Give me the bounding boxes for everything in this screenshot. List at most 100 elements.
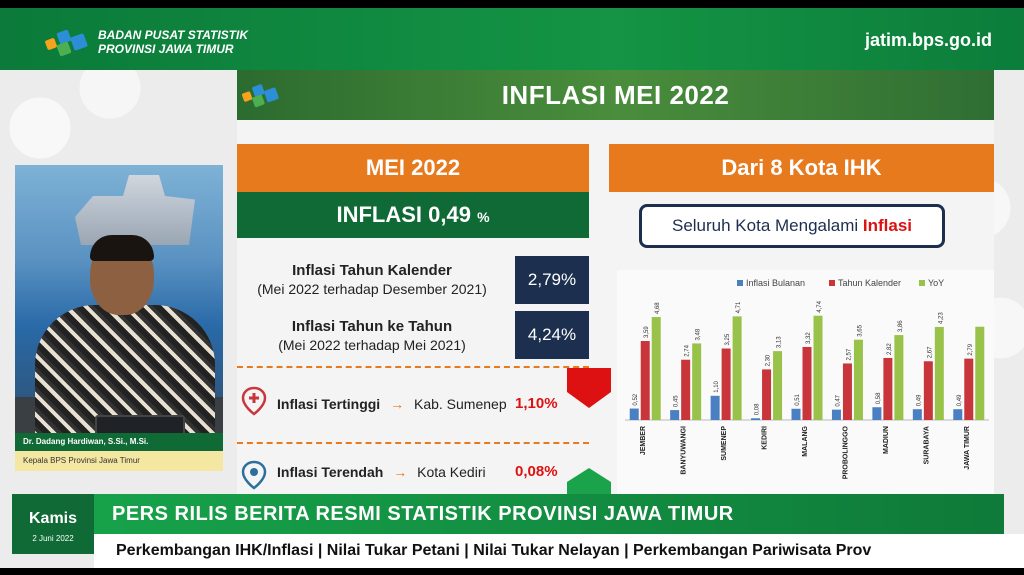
day-label: Kamis [28, 510, 78, 527]
data-label: 3,65 [857, 324, 863, 336]
top-bar: BADAN PUSAT STATISTIK PROVINSI JAWA TIMU… [0, 8, 1024, 70]
presenter-name: Dr. Dadang Hardiwan, S.Si., M.Si. [15, 433, 223, 451]
calendar-inflation-label: Inflasi Tahun Kalender (Mei 2022 terhada… [237, 262, 507, 298]
inflasi-value: INFLASI 0,49 [336, 202, 471, 227]
left-panel-header: MEI 2022 [237, 144, 589, 192]
bar [791, 408, 801, 420]
category-label: MADIUN [883, 426, 890, 454]
org-name-line1: BADAN PUSAT STATISTIK [98, 28, 248, 42]
broadcast-frame: BADAN PUSAT STATISTIK PROVINSI JAWA TIMU… [0, 8, 1024, 568]
news-ticker: Perkembangan IHK/Inflasi | Nilai Tukar P… [94, 534, 1024, 568]
category-label: JEMBER [640, 426, 647, 455]
data-label: 3,48 [696, 328, 702, 340]
inflation-chart: Inflasi Bulanan Tahun Kalender YoY 0,52 3,59… [617, 270, 994, 498]
legend-label: YoY [928, 278, 944, 288]
date-label: 2 Juni 2022 [32, 534, 74, 543]
data-label: 0,49 [957, 394, 963, 406]
lowest-inflation-row: Inflasi Terendah → Kota Kediri [277, 464, 486, 480]
highest-inflation-row: Inflasi Tertinggi → Kab. Sumenep [277, 396, 507, 412]
divider [237, 442, 589, 444]
bar [975, 326, 985, 420]
data-label: 1,10 [714, 380, 720, 392]
website-url: jatim.bps.go.id [864, 30, 992, 50]
yoy-inflation-label: Inflasi Tahun ke Tahun (Mei 2022 terhada… [237, 318, 507, 354]
bar [934, 326, 944, 420]
bar [842, 363, 852, 420]
lowest-city: Kota Kediri [417, 464, 486, 480]
legend-label: Inflasi Bulanan [746, 278, 805, 288]
callout-text: Seluruh Kota Mengalami [671, 216, 863, 235]
highest-city: Kab. Sumenep [413, 396, 507, 412]
presenter-hair [90, 235, 154, 261]
presentation-slide: INFLASI MEI 2022 MEI 2022 INFLASI 0,49 %… [237, 70, 994, 498]
calendar-inflation-title: Inflasi Tahun Kalender [292, 262, 452, 279]
bar [692, 343, 702, 420]
bar [831, 409, 841, 420]
yoy-inflation-subtitle: (Mei 2022 terhadap Mei 2021) [278, 337, 466, 353]
bar [681, 359, 691, 420]
presenter-body [35, 305, 215, 433]
bar [802, 346, 812, 420]
bps-logo-icon [242, 84, 279, 108]
yoy-inflation-title: Inflasi Tahun ke Tahun [291, 318, 453, 335]
data-label: 2,57 [846, 348, 852, 360]
bar [732, 316, 742, 420]
location-plus-icon [241, 386, 267, 416]
data-label: 2,30 [766, 354, 772, 366]
slide-title: INFLASI MEI 2022 [501, 80, 730, 110]
bar [853, 339, 863, 420]
org-name: BADAN PUSAT STATISTIK PROVINSI JAWA TIMU… [98, 28, 248, 56]
bar [762, 369, 772, 420]
data-label: 2,79 [968, 343, 974, 355]
slide-header: INFLASI MEI 2022 [237, 70, 994, 120]
data-label: 2,74 [685, 344, 691, 356]
data-label: 0,52 [633, 393, 639, 405]
all-cities-callout: Seluruh Kota Mengalami Inflasi [639, 204, 945, 248]
legend-swatch [829, 280, 835, 286]
category-label: SUMENEP [721, 426, 728, 461]
yoy-inflation-value: 4,24% [515, 311, 589, 359]
legend-label: Tahun Kalender [838, 278, 901, 288]
laptop [95, 415, 185, 433]
divider [237, 366, 589, 368]
bar [894, 335, 904, 420]
bar [721, 348, 731, 420]
data-label: 0,08 [755, 403, 761, 415]
bar [629, 408, 639, 420]
calendar-inflation-subtitle: (Mei 2022 terhadap Desember 2021) [257, 281, 487, 297]
data-label: 4,23 [938, 312, 944, 324]
bar [773, 351, 783, 420]
legend-swatch [737, 280, 743, 286]
org-name-line2: PROVINSI JAWA TIMUR [98, 42, 234, 56]
category-label: KEDIRI [762, 426, 769, 450]
inflation-chart-svg: Inflasi Bulanan Tahun Kalender YoY 0,52 3,59… [625, 278, 989, 479]
bar [912, 409, 922, 420]
category-label: JAWA TIMUR [964, 426, 971, 470]
category-label: SURABAYA [923, 426, 930, 464]
callout-emphasis: Inflasi [862, 216, 912, 235]
highest-label: Inflasi Tertinggi [277, 396, 381, 412]
down-arrow-icon [567, 468, 611, 498]
date-box: Kamis 2 Juni 2022 [12, 494, 94, 554]
data-label: 3,25 [725, 333, 731, 345]
data-label: 0,49 [916, 394, 922, 406]
bar [883, 357, 893, 420]
legend-swatch [919, 280, 925, 286]
presenter-video [15, 165, 223, 433]
category-label: BANYUWANGI [681, 426, 688, 475]
lower-third: Kamis 2 Juni 2022 PERS RILIS BERITA RESM… [0, 494, 1024, 568]
bar [651, 317, 661, 420]
bar [813, 315, 823, 420]
presenter-role: Kepala BPS Provinsi Jawa Timur [15, 451, 223, 471]
bar [953, 409, 963, 420]
data-label: 4,71 [736, 301, 742, 313]
data-label: 3,32 [806, 332, 812, 344]
data-label: 0,58 [876, 392, 882, 404]
data-label: 3,59 [644, 326, 650, 338]
up-arrow-icon [567, 368, 611, 408]
data-label: 2,82 [887, 343, 893, 355]
bar [640, 341, 650, 420]
bar [670, 410, 680, 420]
data-label: 3,86 [898, 320, 904, 332]
inflasi-band: INFLASI 0,49 % [237, 192, 589, 238]
